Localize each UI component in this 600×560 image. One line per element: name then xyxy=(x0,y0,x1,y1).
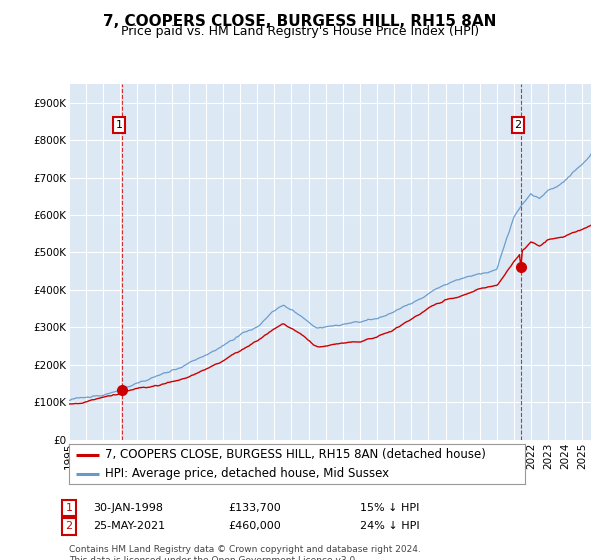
Text: 2: 2 xyxy=(65,521,73,531)
Text: 30-JAN-1998: 30-JAN-1998 xyxy=(93,503,163,513)
Text: 24% ↓ HPI: 24% ↓ HPI xyxy=(360,521,419,531)
Text: 1: 1 xyxy=(65,503,73,513)
Text: 2: 2 xyxy=(515,120,521,130)
Text: 25-MAY-2021: 25-MAY-2021 xyxy=(93,521,165,531)
Text: 1: 1 xyxy=(116,120,122,130)
Text: Price paid vs. HM Land Registry's House Price Index (HPI): Price paid vs. HM Land Registry's House … xyxy=(121,25,479,38)
Text: Contains HM Land Registry data © Crown copyright and database right 2024.
This d: Contains HM Land Registry data © Crown c… xyxy=(69,545,421,560)
Text: HPI: Average price, detached house, Mid Sussex: HPI: Average price, detached house, Mid … xyxy=(106,467,389,480)
Text: 15% ↓ HPI: 15% ↓ HPI xyxy=(360,503,419,513)
Text: 7, COOPERS CLOSE, BURGESS HILL, RH15 8AN (detached house): 7, COOPERS CLOSE, BURGESS HILL, RH15 8AN… xyxy=(106,449,487,461)
Text: 7, COOPERS CLOSE, BURGESS HILL, RH15 8AN: 7, COOPERS CLOSE, BURGESS HILL, RH15 8AN xyxy=(103,14,497,29)
Text: £460,000: £460,000 xyxy=(228,521,281,531)
Text: £133,700: £133,700 xyxy=(228,503,281,513)
